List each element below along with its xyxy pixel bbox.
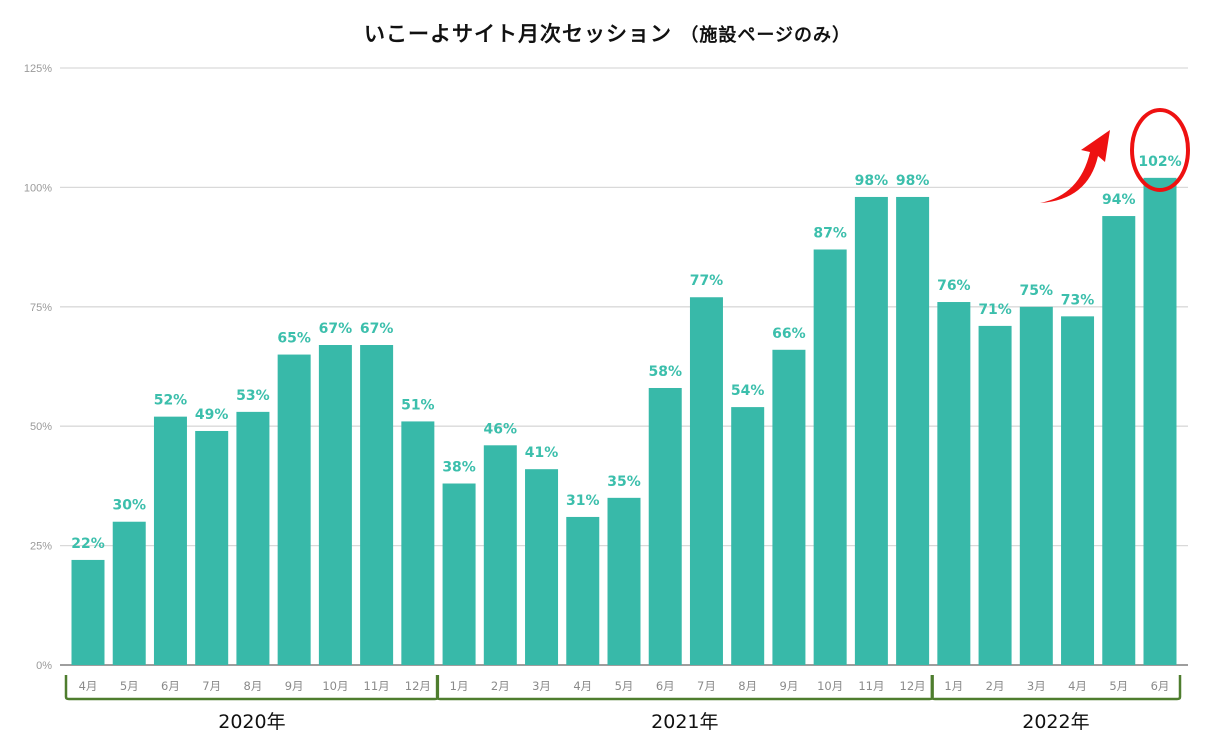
bar — [1061, 316, 1095, 665]
data-label: 67% — [360, 321, 394, 337]
bar — [195, 430, 229, 665]
x-tick-label: 12月 — [405, 679, 431, 693]
x-tick-label: 7月 — [697, 679, 716, 693]
bar — [896, 196, 930, 665]
data-label: 58% — [648, 364, 682, 380]
x-tick-label: 9月 — [780, 679, 799, 693]
data-label: 30% — [112, 498, 146, 514]
bar — [566, 516, 600, 665]
data-label: 51% — [401, 397, 435, 413]
data-label: 75% — [1020, 283, 1054, 299]
x-tick-label: 11月 — [364, 679, 390, 693]
data-label: 54% — [731, 383, 765, 399]
year-label: 2020年 — [218, 711, 285, 733]
bar — [689, 297, 723, 665]
x-tick-label: 3月 — [532, 679, 551, 693]
x-tick-label: 5月 — [615, 679, 634, 693]
y-tick-label: 100% — [24, 182, 52, 194]
y-tick-label: 25% — [30, 541, 52, 553]
data-label: 98% — [896, 173, 930, 189]
bar — [731, 407, 765, 665]
x-tick-label: 7月 — [202, 679, 221, 693]
data-label: 31% — [566, 493, 600, 509]
bar — [112, 521, 146, 665]
bar — [153, 416, 187, 665]
data-label: 77% — [690, 273, 724, 289]
bar — [236, 411, 270, 665]
x-tick-label: 11月 — [858, 679, 884, 693]
year-label: 2022年 — [1022, 711, 1089, 733]
highlight-circle-icon — [1130, 108, 1190, 192]
data-label: 65% — [277, 331, 311, 347]
data-label: 22% — [71, 536, 105, 552]
chart-subtitle: （施設ページのみ） — [680, 25, 851, 46]
x-tick-label: 3月 — [1027, 679, 1046, 693]
bar — [483, 445, 517, 665]
x-tick-label: 8月 — [738, 679, 757, 693]
bar — [1019, 306, 1053, 665]
bar — [854, 196, 888, 665]
data-label: 41% — [525, 445, 559, 461]
year-bracket — [930, 675, 1182, 701]
x-tick-label: 5月 — [120, 679, 139, 693]
bar — [978, 325, 1012, 665]
bar — [937, 302, 971, 665]
x-tick-label: 2月 — [986, 679, 1005, 693]
y-tick-label: 50% — [30, 421, 52, 433]
data-label: 94% — [1102, 192, 1136, 208]
data-label: 76% — [937, 278, 971, 294]
x-tick-label: 6月 — [161, 679, 180, 693]
data-label: 87% — [813, 225, 847, 241]
x-tick-label: 4月 — [79, 679, 98, 693]
x-tick-label: 2月 — [491, 679, 510, 693]
bar — [442, 483, 476, 665]
x-tick-label: 1月 — [944, 679, 963, 693]
data-label: 53% — [236, 388, 270, 404]
bar — [648, 387, 682, 665]
x-tick-label: 8月 — [244, 679, 263, 693]
chart-title-main: いこーよサイト月次セッション — [364, 22, 673, 46]
bar — [401, 421, 435, 665]
data-label: 52% — [154, 393, 188, 409]
bar — [607, 497, 641, 665]
data-label: 73% — [1061, 292, 1095, 308]
x-tick-label: 4月 — [573, 679, 592, 693]
x-tick-label: 1月 — [450, 679, 469, 693]
bar — [360, 345, 394, 665]
x-tick-label: 9月 — [285, 679, 304, 693]
data-label: 98% — [855, 173, 889, 189]
chart-title: いこーよサイト月次セッション （施設ページのみ） — [0, 18, 1215, 48]
data-label: 35% — [607, 474, 641, 490]
bar — [772, 349, 806, 665]
data-label: 71% — [978, 302, 1012, 318]
x-tick-label: 12月 — [900, 679, 926, 693]
data-label: 102% — [1138, 154, 1181, 170]
x-tick-label: 5月 — [1109, 679, 1128, 693]
x-tick-label: 6月 — [656, 679, 675, 693]
y-tick-label: 125% — [24, 63, 52, 75]
x-tick-label: 6月 — [1151, 679, 1170, 693]
year-label: 2021年 — [651, 711, 718, 733]
bar — [1102, 216, 1136, 665]
x-tick-label: 10月 — [322, 679, 348, 693]
up-arrow-icon — [1040, 130, 1110, 203]
data-label: 66% — [772, 326, 806, 342]
bar — [318, 345, 352, 665]
bar — [1143, 177, 1177, 665]
bar — [525, 469, 559, 665]
y-tick-label: 75% — [30, 302, 52, 314]
x-tick-label: 10月 — [817, 679, 843, 693]
data-label: 67% — [319, 321, 353, 337]
x-tick-label: 4月 — [1068, 679, 1087, 693]
bar — [277, 354, 311, 665]
data-label: 49% — [195, 407, 229, 423]
data-label: 46% — [484, 421, 518, 437]
bar — [813, 249, 847, 665]
y-tick-label: 0% — [36, 660, 52, 672]
data-label: 38% — [442, 460, 476, 476]
bar — [71, 559, 105, 665]
